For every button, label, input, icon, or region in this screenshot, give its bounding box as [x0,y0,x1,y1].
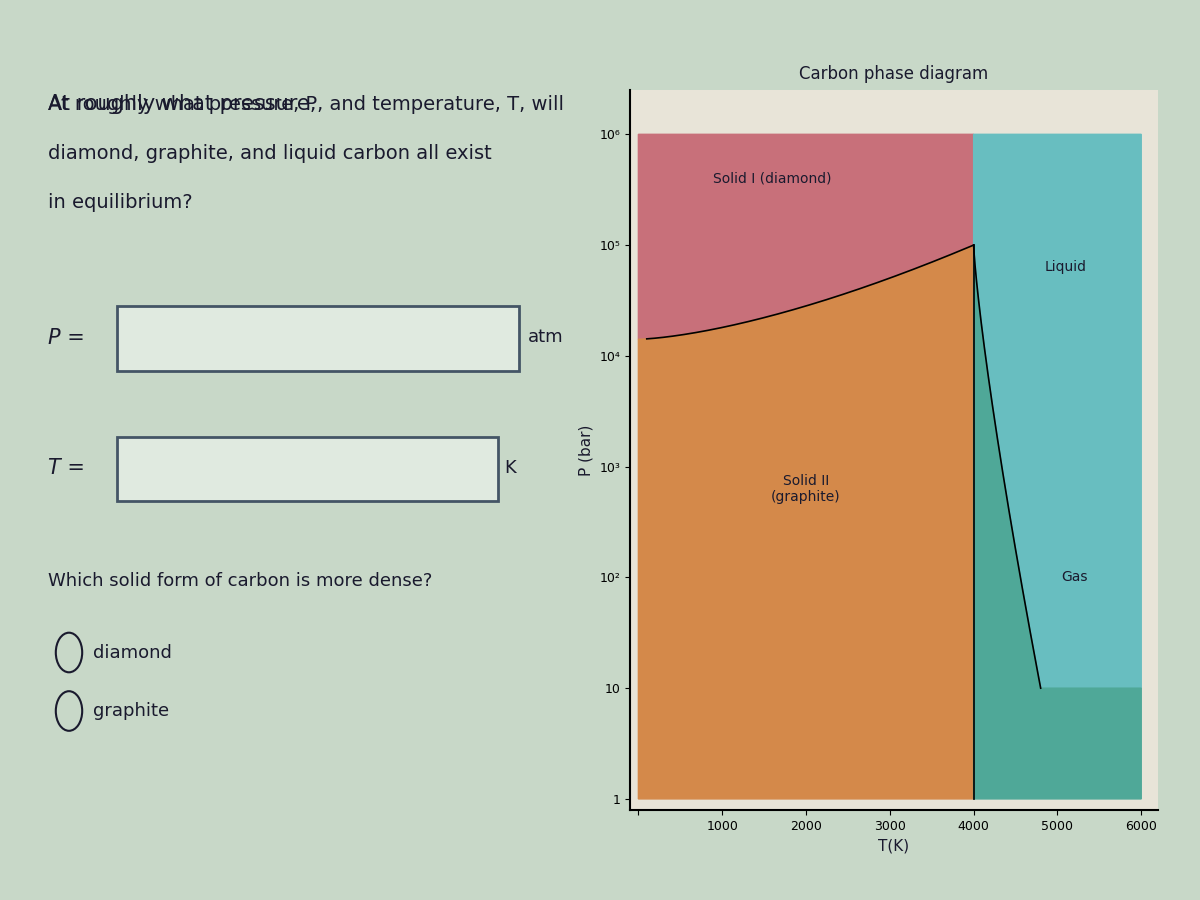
Text: diamond: diamond [94,644,172,662]
Text: Liquid: Liquid [1045,260,1087,274]
Polygon shape [973,134,1141,688]
Text: Which solid form of carbon is more dense?: Which solid form of carbon is more dense… [48,572,432,590]
Text: Gas: Gas [1061,571,1087,584]
Y-axis label: P (bar): P (bar) [578,424,594,476]
Polygon shape [973,245,1141,799]
Text: At roughly what pressure,                                     and temperature,  : At roughly what pressure, and temperatur… [48,94,814,114]
Text: Solid I (diamond): Solid I (diamond) [713,172,832,185]
Polygon shape [638,134,973,339]
Bar [118,306,520,371]
Text: T =: T = [48,458,85,478]
X-axis label: T(K): T(K) [878,838,910,853]
Text: P =: P = [48,328,85,347]
Text: K: K [504,459,516,477]
Text: At roughly what pressure, P, and temperature, T, will: At roughly what pressure, P, and tempera… [48,94,564,113]
Bar [118,436,498,501]
Polygon shape [638,245,973,799]
Text: At roughly what pressure,: At roughly what pressure, [48,94,323,114]
Text: Solid II
(graphite): Solid II (graphite) [772,473,841,504]
Text: atm: atm [528,328,564,346]
Text: graphite: graphite [94,702,169,720]
Title: Carbon phase diagram: Carbon phase diagram [799,65,989,83]
Text: diamond, graphite, and liquid carbon all exist: diamond, graphite, and liquid carbon all… [48,144,492,163]
Text: in equilibrium?: in equilibrium? [48,194,193,212]
